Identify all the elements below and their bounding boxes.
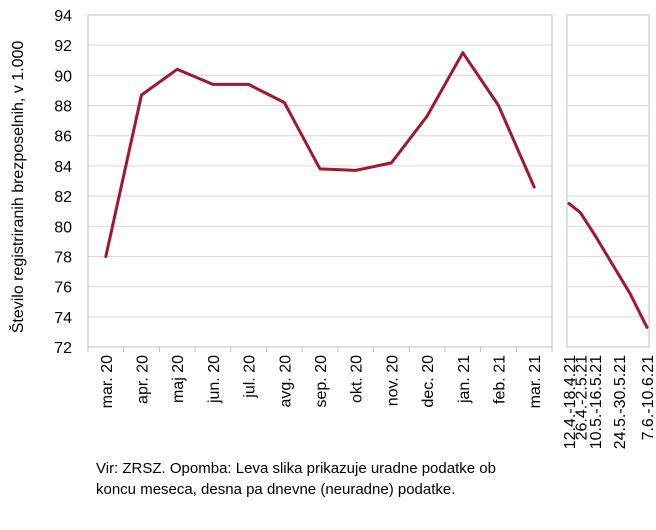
x-tick-label: jan. 21	[456, 355, 473, 404]
y-axis-label: Število registriranih brezposelnih, v 1.…	[8, 41, 27, 334]
x-tick-label: mar. 21	[527, 355, 544, 408]
x-tick-label: apr. 20	[135, 355, 152, 404]
x-tick-label: 10.5.-16.5.21	[588, 355, 605, 449]
y-tick-label: 78	[54, 249, 72, 266]
x-tick-label: 24.5.-30.5.21	[612, 355, 629, 449]
x-tick-label: sep. 20	[313, 355, 330, 408]
left-panel-frame	[87, 14, 553, 348]
right-panel-grid	[566, 14, 650, 348]
y-tick-label: 74	[54, 310, 72, 327]
y-tick-label: 86	[54, 129, 72, 146]
x-tick-label: 12.4.-18.4.21	[562, 355, 579, 449]
x-tick-label: feb. 21	[491, 355, 508, 404]
y-tick-label: 82	[54, 189, 72, 206]
x-tick-label: 26.4.-2.5.21	[573, 355, 590, 441]
x-tick-label: maj 20	[170, 355, 187, 403]
y-tick-label: 80	[54, 219, 72, 236]
y-tick-label: 76	[54, 280, 72, 297]
right-panel-frame	[566, 14, 650, 348]
y-tick-label: 88	[54, 99, 72, 116]
x-tick-label: 7.6.-10.6.21	[640, 355, 656, 441]
x-tick-label: nov. 20	[384, 355, 401, 406]
y-axis-ticks: 72 74 76 78 80 82 84 86 88 90 92 94	[54, 8, 72, 357]
left-x-axis-ticks: mar. 20 apr. 20 maj 20 jun. 20 jul. 20 avg. 2…	[87, 347, 553, 408]
x-tick-label: dec. 20	[420, 355, 437, 408]
x-tick-label: jul. 20	[242, 355, 259, 399]
x-tick-label: avg. 20	[277, 355, 294, 408]
series-line-weekly	[567, 202, 649, 329]
x-tick-label: okt. 20	[349, 355, 366, 403]
y-tick-label: 94	[54, 8, 72, 25]
y-tick-label: 90	[54, 68, 72, 85]
y-tick-label: 72	[54, 340, 72, 357]
y-tick-label: 84	[54, 159, 72, 176]
footnote: Vir: ZRSZ. Opomba: Leva slika prikazuje …	[96, 460, 496, 498]
left-panel-grid	[87, 14, 553, 348]
left-panel-series	[104, 51, 536, 258]
x-tick-label: mar. 20	[99, 355, 116, 408]
y-tick-label: 92	[54, 38, 72, 55]
x-tick-label: jun. 20	[206, 355, 223, 404]
right-panel-series	[567, 202, 649, 329]
